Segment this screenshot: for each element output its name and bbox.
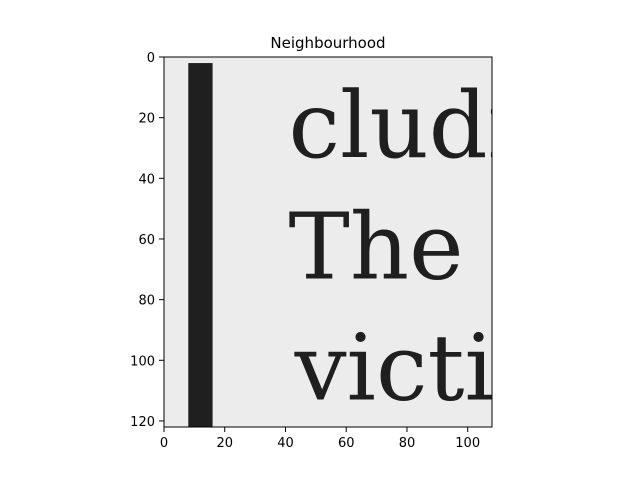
vertical-bar-mark (188, 63, 213, 427)
x-axis: 0 20 40 60 80 100 (160, 427, 480, 451)
x-tick-label: 80 (399, 436, 416, 451)
y-tick-label: 100 (130, 354, 155, 369)
y-tick-label: 20 (138, 112, 155, 127)
image-text-line-2: The (289, 193, 464, 300)
y-tick-label: 60 (138, 233, 155, 248)
chart-title: Neighbourhood (270, 34, 385, 52)
image-background (164, 57, 492, 427)
y-axis: 0 20 40 60 80 100 120 (130, 51, 164, 430)
x-tick-label: 0 (160, 436, 168, 451)
y-tick-label: 80 (138, 294, 155, 309)
image-text-line-3: victi (294, 315, 494, 422)
image-text-line-1: cludi (289, 72, 518, 179)
x-tick-label: 40 (277, 436, 294, 451)
x-tick-label: 60 (338, 436, 355, 451)
y-tick-label: 0 (147, 51, 155, 66)
y-tick-label: 40 (138, 172, 155, 187)
x-tick-label: 100 (455, 436, 480, 451)
image-area: cludi The victi (164, 57, 518, 427)
axes-frame (163, 56, 493, 428)
x-tick-label: 20 (216, 436, 233, 451)
y-tick-label: 120 (130, 415, 155, 430)
